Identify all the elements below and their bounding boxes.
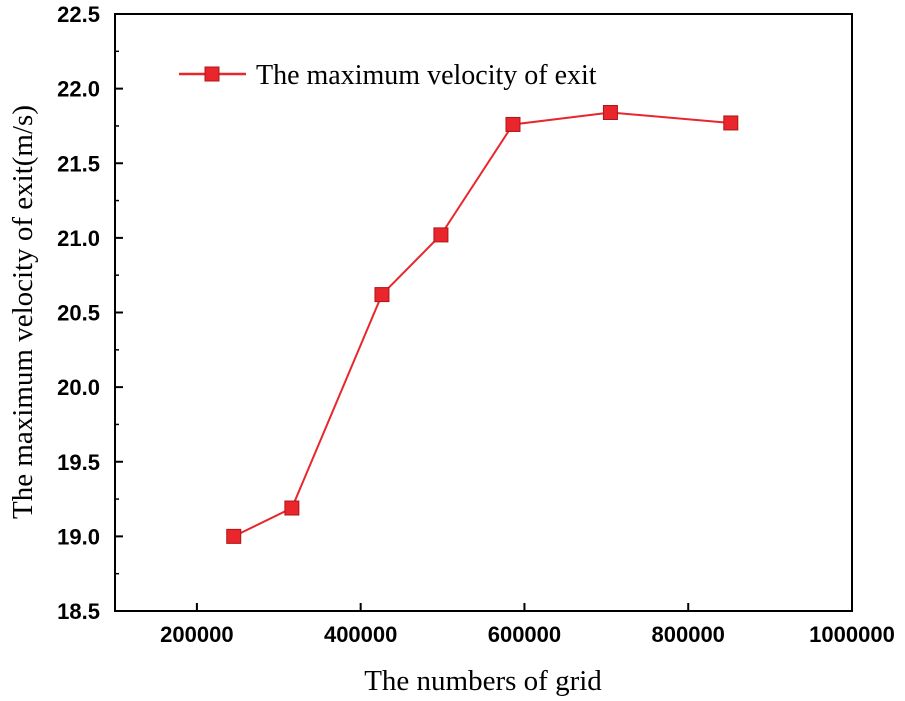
x-tick-label: 800000 [652, 622, 725, 647]
x-tick-label: 200000 [160, 622, 233, 647]
x-tick-label: 600000 [488, 622, 561, 647]
series-layer [226, 105, 739, 544]
data-point [433, 227, 449, 243]
data-point [723, 115, 739, 131]
data-point [226, 528, 242, 544]
y-axis-title: The maximum velocity of exit(m/s) [7, 105, 39, 519]
data-point [602, 105, 618, 121]
y-tick-label: 21.0 [57, 226, 100, 251]
y-tick-label: 21.5 [57, 151, 100, 176]
legend-label: The maximum velocity of exit [256, 60, 597, 91]
legend-marker [204, 66, 220, 82]
x-tick-label: 400000 [324, 622, 397, 647]
data-point [374, 287, 390, 303]
y-tick-label: 20.5 [57, 301, 100, 326]
y-tick-label: 22.5 [57, 2, 100, 27]
y-tick-label: 22.0 [57, 77, 100, 102]
x-tick-label: 1000000 [809, 622, 895, 647]
y-tick-label: 19.0 [57, 524, 100, 549]
plot-frame [114, 13, 853, 612]
legend: The maximum velocity of exit [179, 60, 597, 91]
x-axis-title: The numbers of grid [364, 665, 602, 697]
y-axis: 18.5 19.0 19.5 20.0 20.5 21.0 21.5 22.0 22.5 [57, 2, 123, 624]
series-line [233, 111, 731, 538]
y-tick-label: 20.0 [57, 375, 100, 400]
data-point [284, 500, 300, 516]
y-tick-label: 19.5 [57, 450, 100, 475]
y-tick-label: 18.5 [57, 599, 100, 624]
data-point [505, 116, 521, 132]
x-axis: 200000 400000 600000 800000 1000000 [160, 603, 895, 647]
